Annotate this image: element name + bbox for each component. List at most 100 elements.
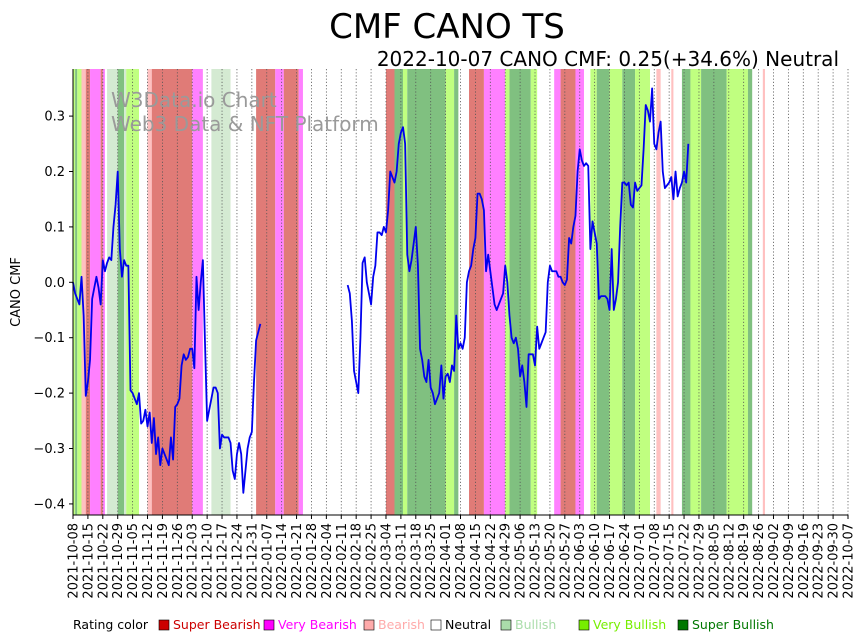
x-tick-label: 2022-09-09 — [782, 523, 797, 599]
y-tick-label: −0.4 — [33, 497, 65, 512]
cmf-series — [72, 87, 690, 494]
legend-swatch — [158, 619, 170, 631]
band-very-bullish — [77, 69, 82, 515]
band-super-bearish — [469, 69, 484, 515]
band-very-bullish — [530, 69, 538, 515]
band-super-bearish — [256, 69, 276, 515]
band-super-bullish — [509, 69, 531, 515]
x-tick-label: 2022-03-18 — [409, 523, 424, 599]
x-tick-label: 2021-12-10 — [201, 523, 216, 599]
band-super-bullish — [117, 69, 125, 515]
band-bullish — [124, 69, 127, 515]
x-tick-label: 2021-12-17 — [216, 523, 231, 599]
legend-item-label: Neutral — [445, 617, 491, 632]
y-tick-label: −0.1 — [33, 331, 65, 346]
x-tick-label: 2022-02-18 — [350, 523, 365, 599]
cmf-line — [346, 87, 690, 408]
y-tick-label: 0.0 — [44, 276, 65, 291]
x-tick-label: 2022-06-10 — [588, 523, 603, 599]
x-tick-label: 2022-02-11 — [335, 523, 350, 599]
band-very-bearish — [275, 69, 284, 515]
x-tick-label: 2022-07-08 — [648, 523, 663, 599]
x-tick-label: 2022-08-12 — [722, 523, 737, 599]
x-tick-label: 2022-01-21 — [290, 523, 305, 599]
y-tick-label: 0.3 — [44, 110, 65, 125]
x-tick-label: 2021-12-31 — [245, 523, 260, 599]
band-super-bullish — [681, 69, 691, 515]
x-tick-label: 2022-01-14 — [275, 523, 290, 599]
x-tick-label: 2022-03-11 — [394, 523, 409, 599]
x-tick-label: 2022-04-15 — [469, 523, 484, 599]
band-very-bullish — [590, 69, 597, 515]
x-tick-label: 2022-08-05 — [707, 523, 722, 599]
band-super-bullish — [407, 69, 446, 515]
band-very-bullish — [635, 69, 650, 515]
band-very-bullish — [403, 69, 408, 515]
x-tick-label: 2022-08-26 — [752, 523, 767, 599]
band-very-bearish — [483, 69, 506, 515]
x-tick-label: 2022-10-07 — [842, 523, 857, 599]
watermark-line-2: Web3 Data & NFT Platform — [111, 112, 379, 136]
legend-swatch — [578, 619, 590, 631]
x-tick-label: 2022-05-20 — [543, 523, 558, 599]
y-tick-label: 0.1 — [44, 220, 65, 235]
legend-swatch — [677, 619, 689, 631]
x-tick-label: 2022-09-23 — [812, 523, 827, 599]
legend-item-label: Super Bullish — [692, 617, 774, 632]
x-tick-label: 2022-09-16 — [797, 523, 812, 599]
x-tick-label: 2022-07-01 — [633, 523, 648, 599]
x-gridlines — [72, 69, 849, 515]
x-tick-label: 2022-01-07 — [260, 523, 275, 599]
x-tick-label: 2022-09-30 — [827, 523, 842, 599]
x-tick-label: 2021-12-24 — [230, 523, 245, 599]
band-very-bearish — [102, 69, 105, 515]
band-very-bearish — [575, 69, 584, 515]
x-tick-label: 2021-11-26 — [171, 523, 186, 599]
x-tick-label: 2022-07-15 — [663, 523, 678, 599]
x-tick-label: 2022-02-25 — [365, 523, 380, 599]
x-ticks: 2021-10-08 2021-10-15 2021-10-22 2021-10-29… — [67, 515, 857, 599]
band-very-bearish — [298, 69, 303, 515]
y-tick-label: 0.2 — [44, 165, 65, 180]
chart-title: CMF CANO TS — [329, 7, 565, 47]
x-tick-label: 2021-11-12 — [141, 523, 156, 599]
band-bearish — [671, 69, 674, 515]
band-bearish — [81, 69, 86, 515]
legend-swatch — [363, 619, 375, 631]
legend-swatch — [430, 619, 442, 631]
legend-item-label: Super Bearish — [173, 617, 261, 632]
y-axis-label: CANO CMF — [9, 257, 24, 327]
band-super-bullish — [747, 69, 753, 515]
x-tick-label: 2022-08-19 — [737, 523, 752, 599]
y-ticks: −0.4 −0.3 −0.2 −0.1 0.0 0.1 0.2 0.3 — [33, 110, 73, 512]
y-tick-label: −0.2 — [33, 387, 65, 402]
x-tick-label: 2022-01-28 — [305, 523, 320, 599]
band-super-bullish — [454, 69, 459, 515]
band-bullish — [107, 69, 118, 515]
x-tick-label: 2022-05-27 — [558, 523, 573, 599]
x-tick-label: 2021-11-19 — [156, 523, 171, 599]
band-bearish — [147, 69, 152, 515]
band-super-bullish — [701, 69, 727, 515]
legend: Rating color Super Bearish Very Bearish Be… — [73, 617, 774, 632]
x-tick-label: 2022-06-17 — [603, 523, 618, 599]
x-tick-label: 2022-05-13 — [529, 523, 544, 599]
band-bearish — [762, 69, 765, 515]
legend-item-label: Very Bearish — [278, 617, 357, 632]
x-tick-label: 2021-10-15 — [81, 523, 96, 599]
band-very-bearish — [90, 69, 101, 515]
band-very-bullish — [445, 69, 455, 515]
x-tick-label: 2022-02-04 — [320, 523, 335, 599]
x-tick-label: 2021-12-03 — [186, 523, 201, 599]
band-very-bullish — [726, 69, 748, 515]
x-tick-label: 2022-09-02 — [767, 523, 782, 599]
band-super-bullish — [596, 69, 610, 515]
x-tick-label: 2022-04-22 — [484, 523, 499, 599]
band-super-bearish — [283, 69, 299, 515]
y-tick-label: −0.3 — [33, 442, 65, 457]
band-super-bullish — [622, 69, 636, 515]
x-tick-label: 2021-10-29 — [111, 523, 126, 599]
x-tick-label: 2022-05-06 — [514, 523, 529, 599]
band-bearish — [656, 69, 661, 515]
